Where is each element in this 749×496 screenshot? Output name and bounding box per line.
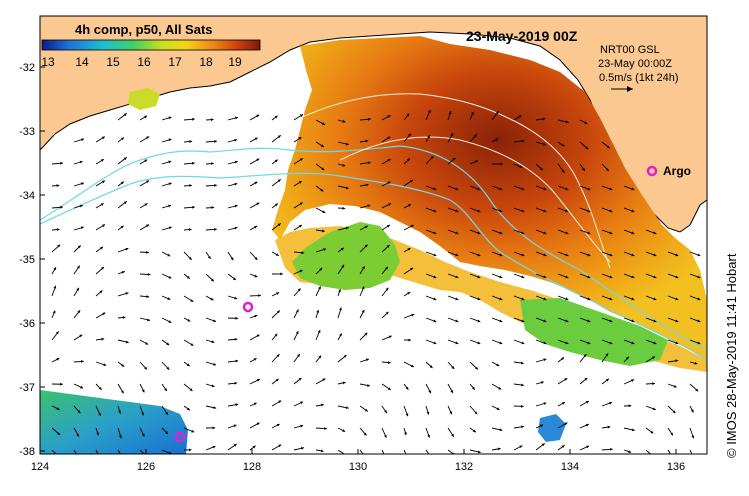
longitude-tick-label: 136 [667, 461, 685, 473]
colorbar-tick-label: 19 [228, 55, 242, 69]
imos-credit: © IMOS 28-May-2019 11:41 Hobart [724, 253, 739, 458]
contour-cyan-1 [40, 145, 707, 351]
plot-frame [39, 15, 708, 455]
sst-cold-corner [40, 390, 188, 454]
longitude-tick-label: 128 [243, 461, 261, 473]
colorbar [41, 39, 261, 51]
sst-warm-region [272, 36, 707, 360]
colorbar-tick-label: 18 [199, 55, 213, 69]
contour-white-1 [299, 93, 611, 269]
argo-float [174, 431, 186, 443]
argo-float [646, 165, 658, 177]
latitude-tick-label: -33 [19, 126, 35, 138]
argo-float [242, 301, 254, 313]
product-time: 23-May 00:00Z [598, 58, 672, 70]
colorbar-tick-label: 17 [168, 55, 182, 69]
map-title: 23-May-2019 00Z [466, 28, 578, 44]
legend-title: 4h comp, p50, All Sats [75, 22, 213, 37]
colorbar-tick-label: 13 [41, 55, 55, 69]
product-label: NRT00 GSL [600, 44, 660, 56]
longitude-tick-label: 124 [31, 461, 49, 473]
latitude-tick-label: -34 [19, 190, 35, 202]
contour-cyan-2 [40, 172, 707, 361]
latitude-axis: -32 -33 -34 -35 -36 -37 -38 [19, 62, 45, 458]
latitude-tick-label: -35 [19, 254, 35, 266]
sst-blue-spot [538, 414, 566, 442]
longitude-tick-label: 134 [561, 461, 579, 473]
sst-green-patch [292, 222, 400, 290]
contour-white-2 [339, 136, 611, 263]
latitude-tick-label: -38 [19, 446, 35, 458]
colorbar-tick-label: 15 [106, 55, 120, 69]
colorbar-tick-label: 14 [75, 55, 89, 69]
colorbar-tick-label: 16 [137, 55, 151, 69]
sst-green-patch-2 [520, 298, 668, 366]
longitude-tick-label: 126 [137, 461, 155, 473]
longitude-axis: 124 126 128 130 132 134 136 [31, 449, 685, 473]
current-arrow-field [51, 109, 701, 454]
longitude-tick-label: 130 [349, 461, 367, 473]
vector-scale-label: 0.5m/s (1kt 24h) [599, 72, 678, 84]
vector-scale-arrow [611, 86, 633, 92]
colorbar-ticks: 13 14 15 16 17 18 19 [41, 55, 242, 69]
argo-label: Argo [663, 164, 691, 178]
latitude-tick-label: -37 [19, 382, 35, 394]
latitude-tick-label: -36 [19, 318, 35, 330]
latitude-tick-label: -32 [19, 62, 35, 74]
longitude-tick-label: 132 [455, 461, 473, 473]
sst-green-patch-3 [128, 88, 160, 110]
